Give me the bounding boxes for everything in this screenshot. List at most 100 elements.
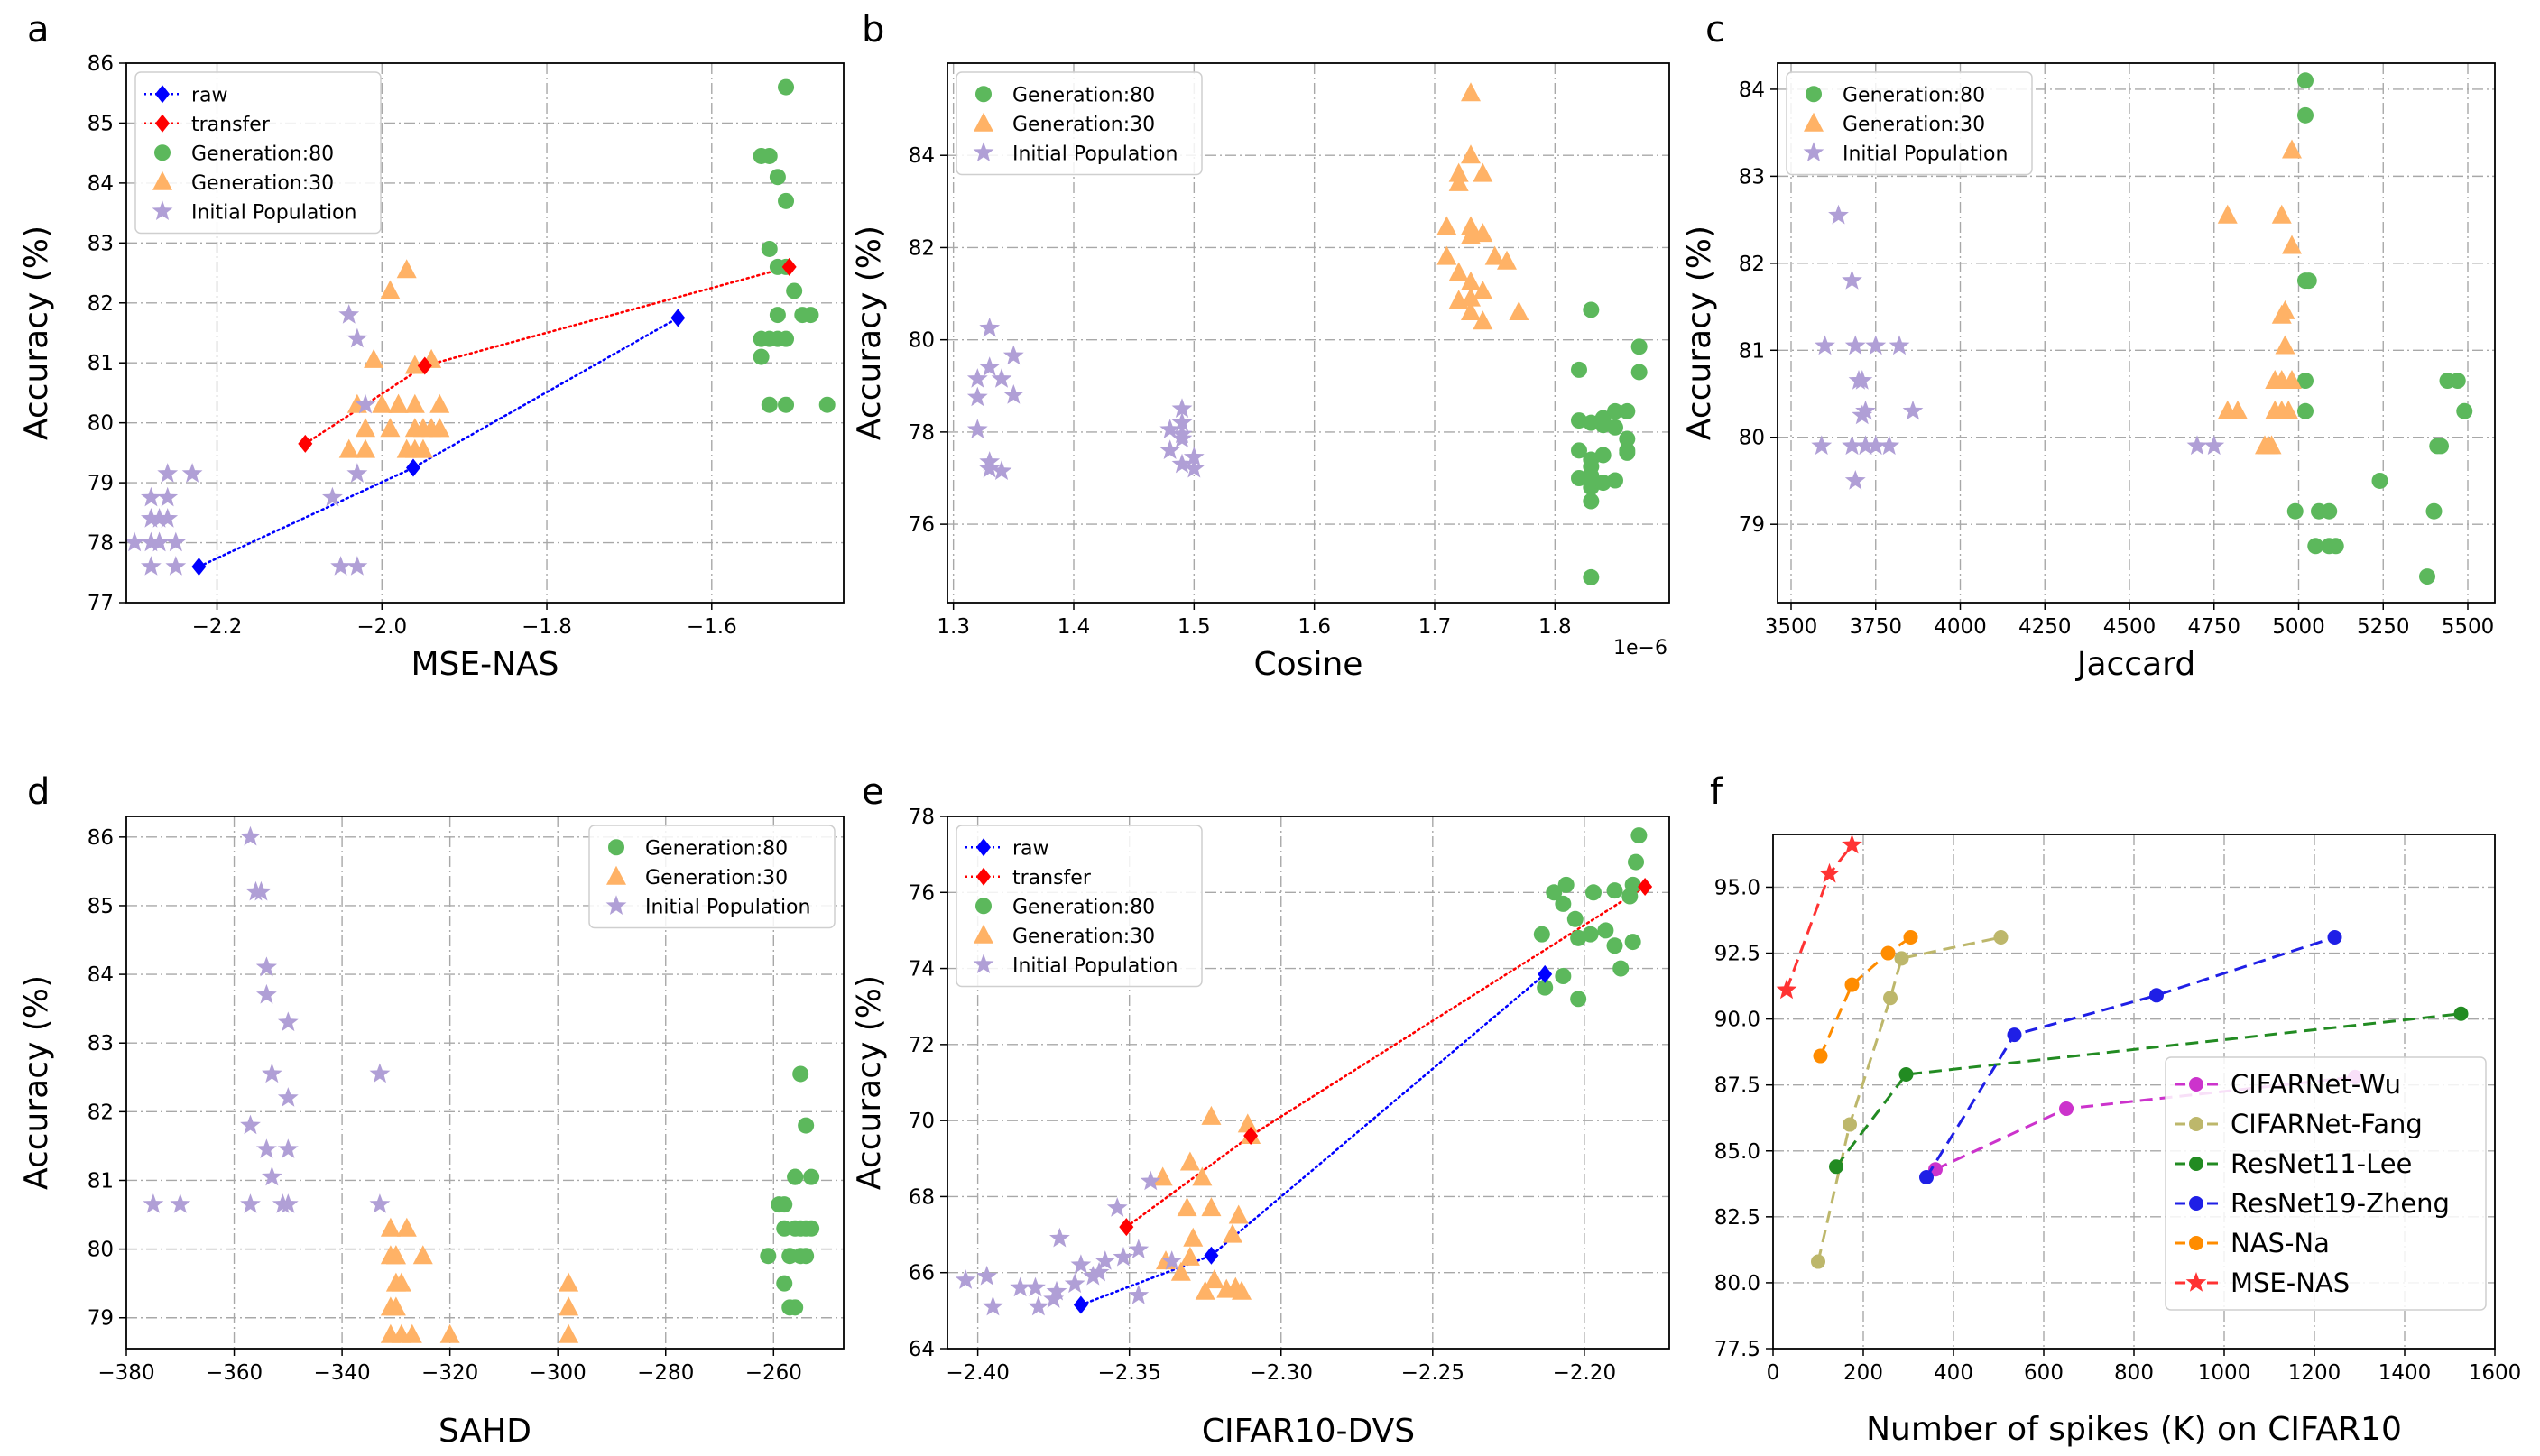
series-gen80	[760, 1065, 820, 1316]
gen80-point	[778, 330, 795, 347]
y-tick-label: 74	[909, 958, 935, 981]
legend-box	[956, 71, 1203, 176]
legend-label: transfer	[191, 114, 271, 136]
gen30-point	[380, 280, 401, 299]
initial-point	[1865, 435, 1887, 456]
gen30-point	[559, 1272, 579, 1292]
x-tick-label: −2.25	[1401, 1361, 1464, 1385]
msenas-point	[1776, 979, 1797, 1000]
grid	[947, 816, 1669, 1349]
x-tick-label: −380	[97, 1361, 154, 1385]
gen30-point	[2282, 235, 2302, 254]
panel-letter: f	[1710, 771, 1723, 813]
initial-point	[966, 368, 988, 388]
x-tick-label: 1000	[2198, 1361, 2251, 1385]
legend-label: Generation:80	[1843, 84, 1985, 106]
initial-point	[1010, 1276, 1031, 1297]
series-gen30	[1436, 82, 1529, 330]
initial-point	[277, 1193, 299, 1213]
initial-point	[1128, 1239, 1150, 1259]
initial-point	[141, 531, 162, 552]
y-tick-label: 84	[88, 172, 114, 196]
initial-point	[979, 317, 1001, 337]
series-gen80	[2286, 72, 2473, 585]
legend-label: Initial Population	[1012, 143, 1178, 165]
initial-point	[170, 1193, 191, 1213]
initial-point	[277, 1087, 299, 1107]
panel-letter: d	[27, 771, 50, 813]
initial-point	[1171, 428, 1193, 448]
legend-label: Generation:80	[191, 143, 334, 165]
gen30-point	[1461, 82, 1481, 102]
x-tick-label: 400	[1934, 1361, 1973, 1385]
gen30-point	[1228, 1204, 1249, 1224]
na-point	[1844, 977, 1860, 992]
gen30-point	[1461, 301, 1481, 320]
series-gen30	[2217, 139, 2302, 455]
legend-marker	[2189, 1077, 2203, 1092]
gen30-point	[1436, 216, 1457, 235]
gen80-point	[2297, 106, 2314, 124]
legend-marker	[605, 895, 627, 915]
initial-point	[277, 1011, 299, 1032]
initial-point	[1043, 1288, 1065, 1308]
legend-label: MSE-NAS	[2231, 1267, 2350, 1298]
initial-point	[1064, 1273, 1085, 1294]
y-tick-label: 86	[88, 52, 114, 76]
fang-point	[1811, 1254, 1825, 1269]
gen80-point	[776, 1220, 793, 1237]
legend-label: Generation:80	[1012, 84, 1155, 106]
y-tick-label: 78	[909, 806, 935, 829]
x-tick-label: 600	[2024, 1361, 2064, 1385]
y-tick-label: 79	[88, 1307, 114, 1331]
gen30-point	[1201, 1197, 1222, 1217]
y-tick-label: 85	[88, 895, 114, 918]
legend-marker	[1803, 142, 1824, 161]
gen80-point	[2297, 402, 2314, 419]
y-axis-label: Accuracy (%)	[1681, 226, 1718, 440]
transfer-point	[417, 356, 432, 375]
raw-point	[1204, 1246, 1219, 1265]
initial-point	[149, 531, 170, 552]
y-tick-label: 70	[909, 1110, 935, 1133]
gen80-point	[2425, 502, 2443, 520]
gen80-point	[2419, 568, 2435, 585]
na-point	[1813, 1048, 1828, 1064]
series-na	[1813, 930, 1918, 1064]
initial-point	[1002, 345, 1024, 365]
gen80-point	[1571, 442, 1587, 459]
gen80-point	[1570, 929, 1587, 946]
gen80-point	[761, 147, 778, 164]
raw-point	[191, 558, 207, 576]
gen30-point	[380, 1323, 401, 1343]
y-tick-label: 87.5	[1714, 1074, 1760, 1098]
gen80-point	[1619, 444, 1636, 461]
legend-label: Generation:80	[1012, 896, 1155, 918]
x-tick-label: −2.35	[1097, 1361, 1160, 1385]
gen80-point	[1607, 402, 1623, 419]
x-tick-label: −1.8	[522, 615, 572, 639]
fang-point	[1883, 991, 1898, 1006]
legend-label: transfer	[1012, 867, 1092, 889]
x-tick-label: 5250	[2357, 615, 2410, 639]
x-tick-label: −2.40	[946, 1361, 1009, 1385]
legend-marker	[606, 865, 626, 885]
lee-point	[2453, 1006, 2469, 1021]
legend-marker	[2189, 1236, 2203, 1250]
initial-point	[1183, 457, 1205, 478]
legend: Generation:80 Generation:30 Initial Popula…	[588, 825, 836, 929]
initial-point	[1082, 1265, 1104, 1286]
gen30-point	[396, 259, 417, 279]
legend-label: ResNet19-Zheng	[2231, 1188, 2450, 1219]
x-tick-label: 800	[2114, 1361, 2154, 1385]
gen80-point	[1584, 884, 1602, 901]
gen30-point	[1170, 1261, 1191, 1281]
initial-point	[1113, 1246, 1134, 1267]
legend-marker	[2189, 1196, 2203, 1211]
legend-label: Generation:30	[191, 172, 334, 195]
x-tick-label: 5500	[2442, 615, 2495, 639]
gen80-point	[778, 396, 795, 413]
transfer-point	[1638, 877, 1653, 896]
series-gen30	[338, 259, 450, 458]
raw-line	[198, 317, 679, 568]
